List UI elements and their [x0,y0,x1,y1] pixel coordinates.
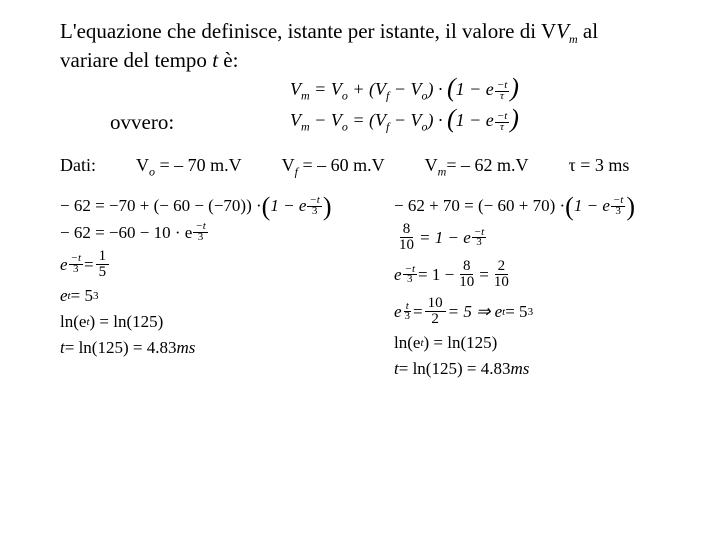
a-line-4: et = 53 [60,286,364,306]
dati-vo: Vo = – 70 m.V [136,155,242,180]
b-line-6: t = ln(125) = 4.83ms [394,359,660,379]
derivation-columns: − 62 = −70 + (− 60 − (−70)) · (1 − e−t3)… [60,196,660,380]
equation-1-row: Vm = Vo + (Vf − Vo) · (1 − e−tτ) [60,79,660,104]
intro-vm: Vm [556,19,578,43]
b-line-5: ln(et) = ln(125) [394,333,660,353]
dati-tau: τ = 3 ms [568,155,629,180]
ovvero-label: ovvero: [60,110,290,135]
dati-vf: Vf = – 60 m.V [282,155,385,180]
a-line-5: ln(et) = ln(125) [60,312,364,332]
equation-2-row: ovvero: Vm − Vo = (Vf − Vo) · (1 − e−tτ) [60,110,660,135]
intro-c: è: [218,48,238,72]
dati-label: Dati: [60,155,96,180]
a-line-2: − 62 = −60 − 10 · e−t3 [60,222,364,243]
a-line-1: − 62 = −70 + (− 60 − (−70)) · (1 − e−t3) [60,196,364,217]
intro-a: L'equazione che definisce, istante per i… [60,19,556,43]
column-right: − 62 + 70 = (− 60 + 70) · (1 − e−t3) 810… [394,196,660,380]
equation-1: Vm = Vo + (Vf − Vo) · (1 − e−tτ) [290,79,519,104]
a-line-6: t = ln(125) = 4.83ms [60,338,364,358]
column-left: − 62 = −70 + (− 60 − (−70)) · (1 − e−t3)… [60,196,364,380]
b-line-4: et3 = 102 = 5 ⇒ et = 53 [394,296,660,327]
slide: L'equazione che definisce, istante per i… [0,0,720,389]
b-line-2: 810 = 1 − e−t3 [394,222,660,253]
dati-vm: Vm= – 62 m.V [425,155,529,180]
b-line-1: − 62 + 70 = (− 60 + 70) · (1 − e−t3) [394,196,660,217]
intro-text: L'equazione che definisce, istante per i… [60,18,660,73]
b-line-3: e−t3 = 1 − 810 = 210 [394,259,660,290]
a-line-3: e−t3 = 15 [60,249,364,280]
dati-row: Dati: Vo = – 70 m.V Vf = – 60 m.V Vm= – … [60,155,660,180]
equation-2: Vm − Vo = (Vf − Vo) · (1 − e−tτ) [290,110,519,135]
